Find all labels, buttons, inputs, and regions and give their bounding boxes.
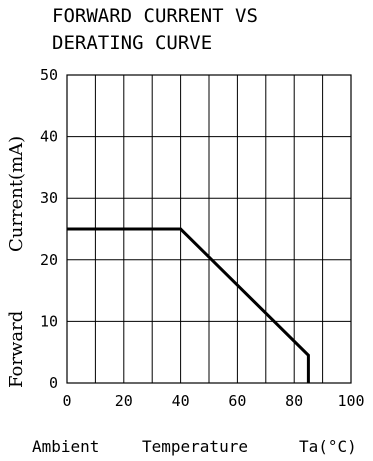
y-tick-label: 20 [40,251,58,269]
y-axis-label-forward: Forward [6,311,27,388]
series-layer [67,227,310,383]
x-tick-label: 80 [285,392,303,410]
y-axis-label-current: Current(mA) [6,136,27,252]
y-tick-label: 10 [40,312,58,330]
y-tick-label: 30 [40,189,58,207]
x-tick-label: 0 [62,392,71,410]
y-tick-labels: 0 10 20 30 40 50 [40,66,58,392]
x-tick-label: 20 [115,392,133,410]
x-axis-label-ambient: Ambient [32,437,99,456]
y-tick-label: 40 [40,128,58,146]
chart-title-line-2: DERATING CURVE [52,32,212,54]
y-tick-label: 0 [49,374,58,392]
x-tick-label: 100 [337,392,364,410]
x-axis-label-ta-unit: Ta(°C) [299,437,357,456]
chart-title-line-1: FORWARD CURRENT VS [52,5,258,27]
x-axis-label-temperature: Temperature [142,437,248,456]
x-tick-label: 40 [172,392,190,410]
y-tick-label: 50 [40,66,58,84]
grid-lines [67,75,351,383]
x-tick-labels: 0 20 40 60 80 100 [62,392,364,410]
derating-curve-line [67,227,310,383]
x-tick-label: 60 [228,392,246,410]
